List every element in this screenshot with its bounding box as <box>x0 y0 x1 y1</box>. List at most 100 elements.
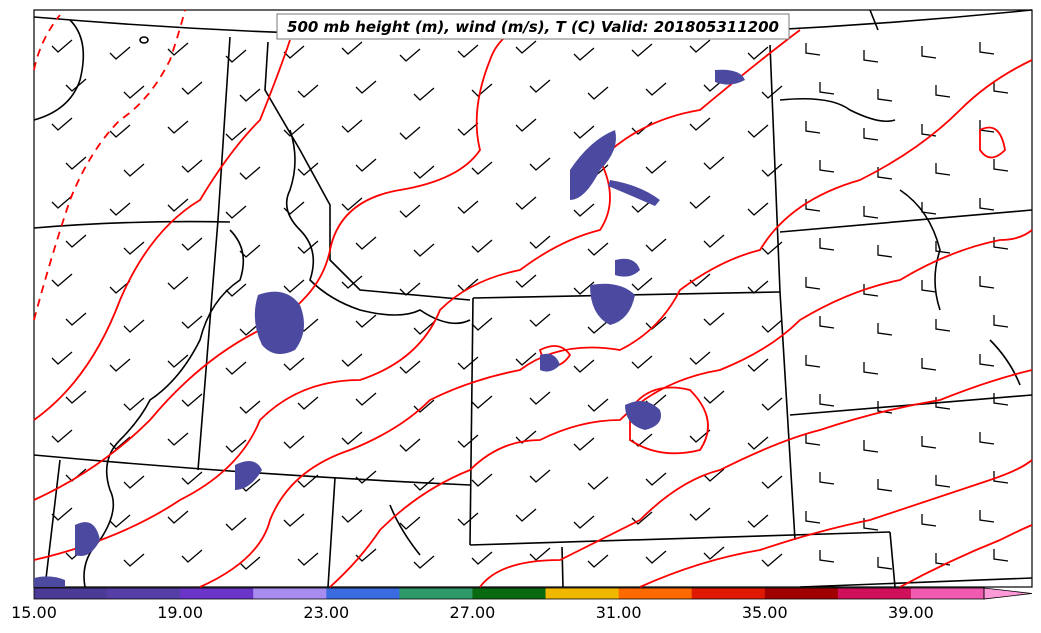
wind-barb <box>805 43 821 56</box>
colorbar-segment <box>180 588 254 599</box>
wind-barb <box>123 163 145 177</box>
wind-barb <box>355 548 377 562</box>
colorbar-segment <box>34 588 108 599</box>
wind-barb <box>877 89 893 102</box>
wind-barb <box>413 87 435 101</box>
wind-barb <box>979 198 995 211</box>
wind-barb <box>819 472 835 485</box>
wind-barb <box>631 43 653 57</box>
wind-barb <box>805 121 821 134</box>
wind-barb <box>573 47 595 61</box>
wind-barb <box>239 88 261 102</box>
wind-barb <box>297 474 319 488</box>
wind-barb <box>109 124 131 138</box>
colorbar: 15.00 19.00 23.00 27.00 31.00 35.00 39.00 <box>11 587 1033 622</box>
wind-barb <box>413 555 435 569</box>
wind-barb <box>167 42 189 56</box>
wind-barb <box>341 431 363 445</box>
wind-barb <box>993 471 1009 484</box>
wind-barb <box>979 510 995 523</box>
wind-barb <box>413 399 435 413</box>
wind-barb <box>65 156 87 170</box>
wind-barb <box>761 163 783 177</box>
wind-barb <box>283 279 305 293</box>
wind-barb <box>993 237 1009 250</box>
wind-barb <box>123 85 145 99</box>
wind-barb <box>65 390 87 404</box>
wind-barb <box>529 469 551 483</box>
colorbar-outline <box>33 587 985 600</box>
wind-barb <box>587 86 609 100</box>
wind-barb <box>457 44 479 58</box>
wind-barb <box>457 356 479 370</box>
wind-barb <box>167 354 189 368</box>
wind-barb <box>65 234 87 248</box>
wind-barb <box>297 84 319 98</box>
colorbar-tick-label: 19.00 <box>157 603 203 622</box>
wind-barb <box>703 390 725 404</box>
colorbar-segment <box>618 588 693 599</box>
wind-barb <box>283 357 305 371</box>
wind-barb <box>167 432 189 446</box>
wind-barb <box>747 202 769 216</box>
map-title-box: 500 mb height (m), wind (m/s), T (C) Val… <box>276 13 790 40</box>
wind-barb <box>529 235 551 249</box>
colorbar-tick-label: 35.00 <box>742 603 788 622</box>
wind-barb <box>225 517 247 531</box>
colorbar-tick-label: 31.00 <box>596 603 642 622</box>
wind-barb <box>747 358 769 372</box>
wind-barb <box>413 477 435 491</box>
wind-barb <box>761 397 783 411</box>
wind-barb <box>123 319 145 333</box>
wind-barb <box>297 552 319 566</box>
wind-barb <box>877 323 893 336</box>
wind-barb <box>529 391 551 405</box>
wind-barb <box>587 320 609 334</box>
wind-barb <box>471 473 493 487</box>
wind-barb <box>355 236 377 250</box>
wind-barb <box>979 42 995 55</box>
wind-barb <box>979 276 995 289</box>
wind-barb <box>109 202 131 216</box>
wind-barb <box>573 515 595 529</box>
wind-barb <box>573 359 595 373</box>
colorbar-segment <box>326 588 400 599</box>
wind-barb <box>631 511 653 525</box>
wind-barb <box>921 46 937 59</box>
wind-barb <box>877 245 893 258</box>
wind-barb <box>471 551 493 565</box>
wind-barb <box>587 398 609 412</box>
wind-barb <box>863 440 879 453</box>
wind-barb <box>689 39 711 53</box>
wind-barb <box>993 549 1009 562</box>
wind-barb <box>167 120 189 134</box>
wind-barb <box>877 557 893 570</box>
wind-barb <box>921 436 937 449</box>
wind-barb <box>587 554 609 568</box>
wind-barb <box>993 393 1009 406</box>
wind-barb <box>747 124 769 138</box>
wind-barb <box>819 550 835 563</box>
colorbar-segment <box>837 588 912 599</box>
wind-barb <box>341 509 363 523</box>
wind-barb <box>587 242 609 256</box>
wind-barb <box>225 439 247 453</box>
wind-barb <box>457 200 479 214</box>
colorbar-segment <box>472 588 547 599</box>
wind-barb <box>935 319 951 332</box>
map-title: 500 mb height (m), wind (m/s), T (C) Val… <box>287 18 779 36</box>
wind-barb <box>413 321 435 335</box>
wind-barb <box>225 361 247 375</box>
wind-barb <box>355 158 377 172</box>
wind-barb <box>65 312 87 326</box>
wind-barb <box>123 475 145 489</box>
wind-barb <box>819 160 835 173</box>
wind-barb <box>645 160 667 174</box>
wind-barb <box>935 241 951 254</box>
wind-barb <box>109 436 131 450</box>
wind-barb <box>225 205 247 219</box>
wind-barb <box>645 472 667 486</box>
wind-barb <box>747 514 769 528</box>
wind-barb <box>399 204 421 218</box>
